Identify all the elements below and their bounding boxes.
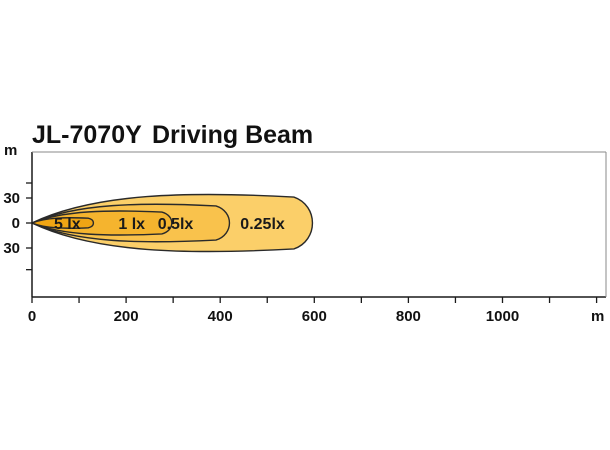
x-tick-label: 600 — [302, 308, 327, 325]
x-tick-label: 1000 — [486, 308, 519, 325]
y-tick-label: 30 — [3, 190, 20, 207]
beam-zones — [30, 193, 314, 253]
beam-zone-5-lx — [30, 217, 95, 229]
zone-label-0-25lx: 0.25lx — [240, 216, 285, 233]
chart-title: JL-7070Y — [32, 121, 142, 149]
plot-frame — [31, 151, 607, 298]
x-axis-ticks: 0 200 400 600 800 1000 — [28, 297, 598, 325]
chart-subtitle: Driving Beam — [152, 121, 313, 149]
y-tick-label: 0 — [12, 215, 20, 232]
x-tick-label: 800 — [396, 308, 421, 325]
x-axis-unit-label: m — [591, 308, 604, 325]
x-tick-label: 0 — [28, 308, 36, 325]
y-axis-unit-label: m — [4, 142, 17, 159]
zone-labels: 0.25lx 0.5lx 1 lx 5 lx — [54, 216, 285, 233]
beam-zone-1-lx — [30, 210, 173, 236]
y-axis-ticks: 30 0 30 — [3, 182, 32, 271]
x-tick-label: 400 — [208, 308, 233, 325]
x-tick-label: 200 — [114, 308, 139, 325]
zone-label-1-lx: 1 lx — [118, 216, 145, 233]
zone-label-5-lx: 5 lx — [54, 216, 81, 233]
zone-label-0-5lx: 0.5lx — [158, 216, 194, 233]
y-tick-label: 30 — [3, 240, 20, 257]
